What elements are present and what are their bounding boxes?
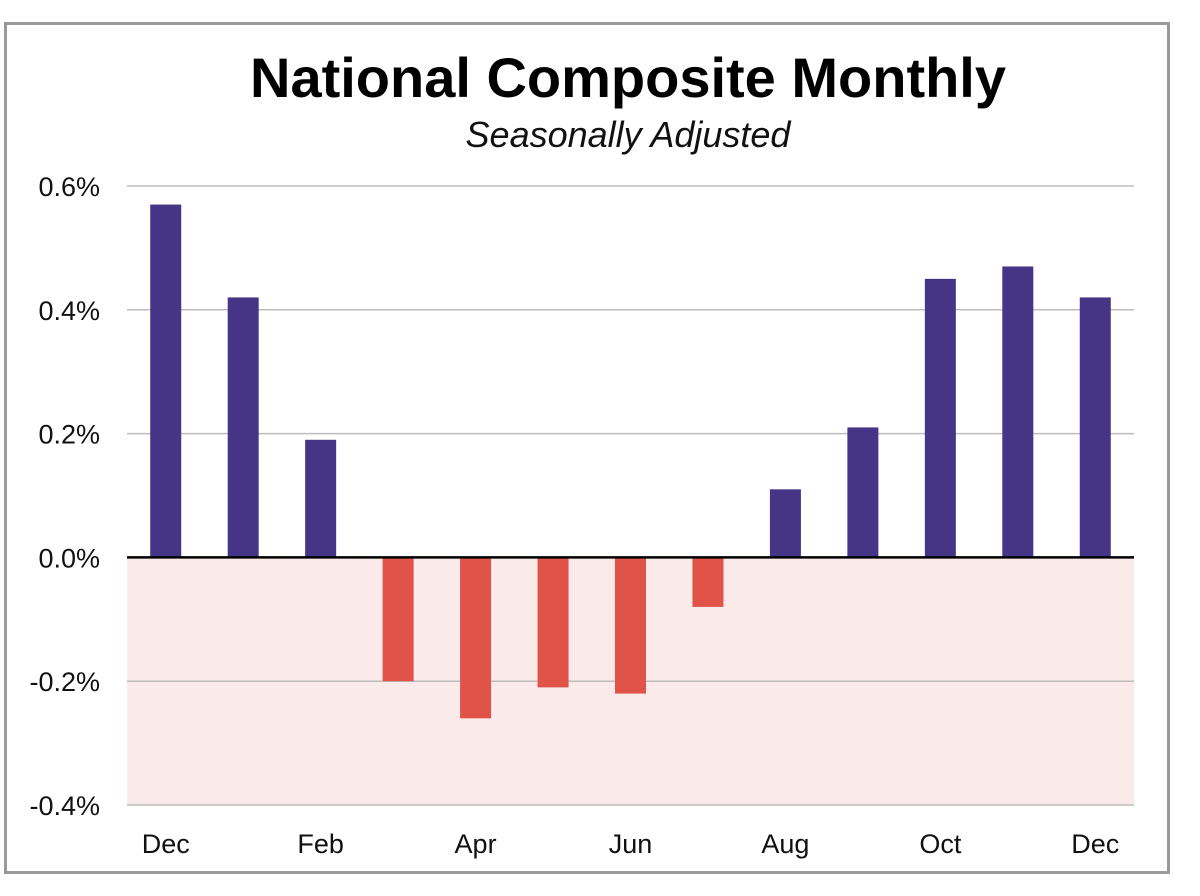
bar (305, 439, 337, 558)
y-tick-label: 0.2% (38, 420, 100, 450)
bars (150, 204, 1111, 719)
y-tick-label: 0.0% (38, 543, 100, 573)
bar (460, 557, 492, 719)
bar (150, 204, 182, 558)
x-tick-label: Aug (761, 829, 809, 859)
x-tick-label: Dec (142, 829, 190, 859)
y-tick-label: -0.4% (29, 791, 100, 821)
x-axis-ticks: Dec Feb Apr Jun Aug Oct Dec (142, 829, 1120, 859)
x-tick-label: Dec (1071, 829, 1119, 859)
bar (1079, 297, 1111, 558)
bar (692, 557, 724, 607)
bar (615, 557, 646, 694)
x-tick-label: Jun (609, 829, 653, 859)
y-tick-label: -0.2% (29, 667, 100, 697)
chart-subtitle: Seasonally Adjusted (466, 114, 792, 155)
bar (382, 557, 414, 682)
bar (227, 297, 259, 558)
y-tick-label: 0.4% (38, 296, 100, 326)
bar (847, 427, 879, 558)
x-tick-label: Apr (455, 829, 497, 859)
bar (537, 557, 569, 688)
x-tick-label: Oct (919, 829, 962, 859)
bar (1002, 266, 1034, 558)
chart-title: National Composite Monthly (250, 46, 1006, 109)
y-tick-label: 0.6% (38, 172, 100, 202)
bar (924, 278, 956, 558)
bar (769, 489, 801, 558)
y-axis-ticks: 0.6% 0.4% 0.2% 0.0% -0.2% -0.4% (29, 172, 100, 821)
x-tick-label: Feb (297, 829, 344, 859)
gridlines (127, 185, 1134, 806)
